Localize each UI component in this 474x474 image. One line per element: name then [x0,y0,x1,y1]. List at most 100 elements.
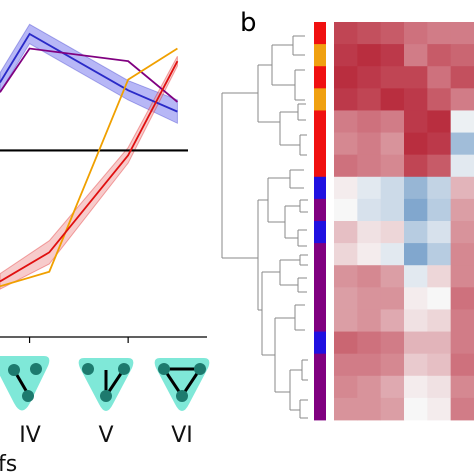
heatmap-cell [427,331,452,355]
heatmap-cell [380,397,405,421]
heatmap-cell [404,176,428,200]
heatmap-cell [357,375,382,399]
cluster-sidebar-segment [314,243,326,266]
heatmap-cell [334,243,358,266]
heatmap-cell [380,44,405,67]
heatmap-cell [450,88,474,111]
heatmap-cell [404,110,428,133]
motif-icon-iii [0,356,50,411]
heatmap-cell [427,221,452,244]
heatmap-cell [357,397,382,421]
heatmap-cell [404,22,428,45]
heatmap-cell [334,309,358,332]
heatmap-cell [450,375,474,399]
heatmap-cell [404,66,428,89]
heatmap-cell [357,22,382,45]
heatmap-cell [334,154,358,178]
heatmap-cell [450,221,474,244]
cluster-sidebar-segment [314,132,326,156]
heatmap-cell [357,176,382,200]
heatmap-cell [357,88,382,111]
cluster-sidebar-segment [314,66,326,89]
heatmap-cell [404,265,428,288]
heatmap-cell [450,198,474,222]
heatmap-cell [427,375,452,399]
heatmap-cell [357,309,382,332]
heatmap-cell [380,265,405,288]
heatmap-cell [380,375,405,399]
tick-label-v: V [98,423,113,448]
heatmap-cell [357,221,382,244]
heatmap-cell [380,198,405,222]
cluster-sidebar-segment [314,287,326,310]
heatmap-cell [404,331,428,355]
heatmap-cell [450,243,474,266]
cluster-sidebar-segment [314,221,326,244]
heatmap-cell [450,287,474,310]
cluster-sidebar-segment [314,397,326,421]
heatmap-cell [404,154,428,178]
heatmap-cell [380,176,405,200]
heatmap-cell [380,287,405,310]
heatmap-cell [404,397,428,421]
heatmap-cell [380,309,405,332]
cluster-sidebar-segment [314,44,326,67]
cluster-color-sidebar [314,22,326,421]
heatmap-cell [427,154,452,178]
tick-label-iv: IV [19,423,41,448]
heatmap-cells [334,22,474,421]
heatmap-cell [450,44,474,67]
cluster-sidebar-segment [314,375,326,399]
heatmap-cell [404,287,428,310]
heatmap-cell [427,110,452,133]
heatmap-cell [404,88,428,111]
heatmap-cell [427,88,452,111]
heatmap-cell [380,22,405,45]
series-0-line [0,32,178,113]
cluster-sidebar-segment [314,154,326,178]
x-axis-label-fragment: fs [0,452,17,474]
heatmap-cell [427,309,452,332]
heatmap-cell [427,198,452,222]
heatmap-cell [404,353,428,377]
heatmap-cell [450,265,474,288]
cluster-sidebar-segment [314,110,326,133]
tick-label-vi: VI [171,423,193,448]
heatmap-cell [380,88,405,111]
heatmap-cell [357,44,382,67]
heatmap-cell [450,154,474,178]
heatmap-cell [427,353,452,377]
heatmap-cell [404,221,428,244]
heatmap-cell [357,110,382,133]
heatmap-cell [357,265,382,288]
heatmap-cell [334,176,358,200]
heatmap-cell [357,132,382,156]
heatmap-cell [357,353,382,377]
heatmap-cell [427,66,452,89]
heatmap-cell [380,221,405,244]
heatmap-cell [450,353,474,377]
heatmap-cell [334,44,358,67]
cluster-sidebar-segment [314,198,326,222]
heatmap-cell [334,132,358,156]
heatmap-cell [334,287,358,310]
heatmap-cell [427,44,452,67]
heatmap-cell [380,132,405,156]
heatmap-cell [380,66,405,89]
heatmap-cell [334,265,358,288]
heatmap-cell [357,331,382,355]
heatmap-cell [427,397,452,421]
motif-icons [0,356,210,411]
panel-b-heatmap: b [221,8,474,421]
heatmap-cell [357,198,382,222]
cluster-sidebar-segment [314,22,326,45]
cluster-sidebar-segment [314,265,326,288]
heatmap-cell [334,198,358,222]
heatmap-cell [357,66,382,89]
heatmap-cell [380,331,405,355]
heatmap-cell [450,331,474,355]
heatmap-cell [334,22,358,45]
series-3-line [0,60,179,283]
x-axis-ticks [28,337,129,343]
heatmap-cell [427,243,452,266]
